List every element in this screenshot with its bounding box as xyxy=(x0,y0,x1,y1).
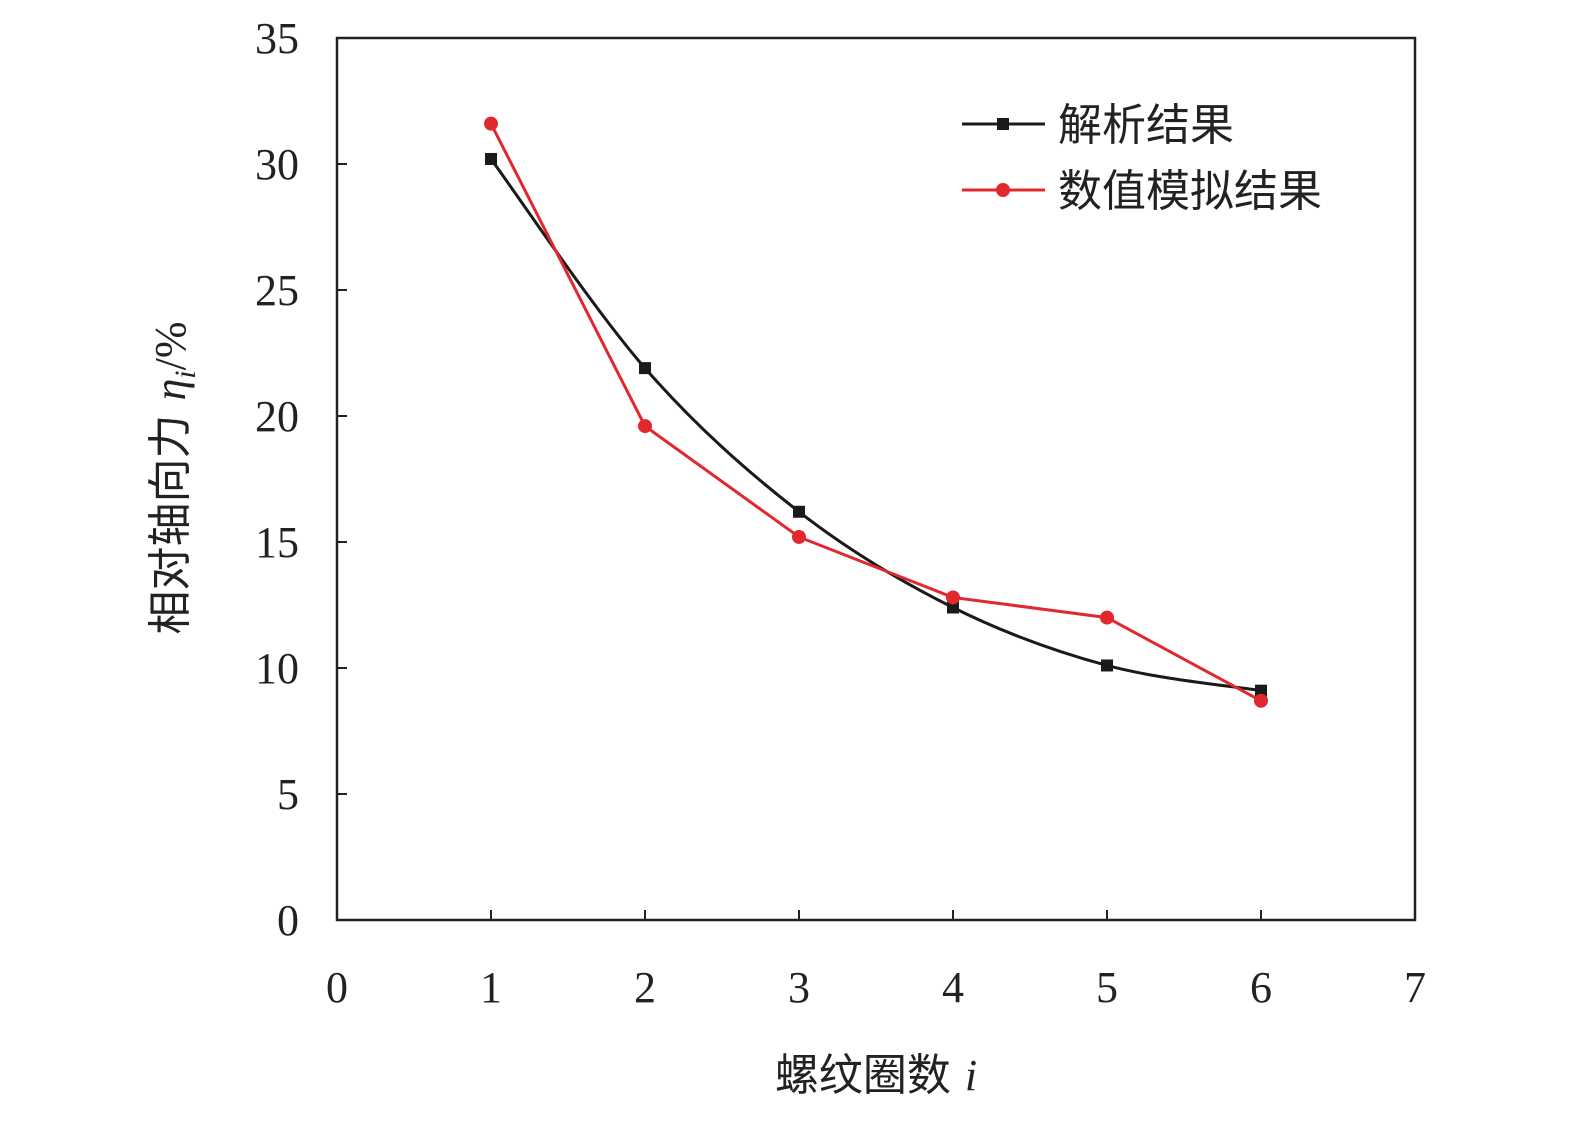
y-tick-label-0: 0 xyxy=(277,896,299,945)
y-axis-unit: /% xyxy=(146,321,195,370)
series-0-point-5 xyxy=(1255,684,1267,697)
legend-label-1: 数值模拟结果 xyxy=(1058,166,1322,217)
legend: 解析结果 数值模拟结果 xyxy=(962,100,1322,217)
x-tick-label-7: 7 xyxy=(1404,963,1426,1012)
series-0-point-4 xyxy=(1101,659,1113,672)
legend-item-0: 解析结果 xyxy=(962,100,1234,151)
y-tick-label-3: 15 xyxy=(255,518,299,567)
series-1-point-4 xyxy=(1100,610,1114,625)
y-axis-label: 相对轴向力 xyxy=(145,415,196,635)
x-axis-label: 螺纹圈数 xyxy=(775,1050,951,1101)
y-tick-label-6: 30 xyxy=(255,140,299,189)
y-axis-variable-subscript: i xyxy=(169,370,202,378)
x-tick-label-4: 4 xyxy=(942,963,964,1012)
plot-frame xyxy=(335,36,1417,922)
x-tick-label-0: 0 xyxy=(326,963,348,1012)
y-tick-label-4: 20 xyxy=(255,392,299,441)
series-1-point-3 xyxy=(946,590,960,605)
series-1-point-5 xyxy=(1254,693,1268,708)
series-0-point-2 xyxy=(793,505,805,518)
series-1-point-0 xyxy=(484,116,498,131)
y-tick-label-7: 35 xyxy=(255,14,299,63)
series-layer xyxy=(484,116,1268,708)
legend-label-0: 解析结果 xyxy=(1058,100,1234,151)
x-axis-ticks: 0 1 2 3 4 5 6 7 xyxy=(326,910,1426,1012)
x-axis-title: 螺纹圈数 i xyxy=(775,1050,977,1101)
x-tick-label-3: 3 xyxy=(788,963,810,1012)
y-tick-label-2: 10 xyxy=(255,644,299,693)
series-0-point-3 xyxy=(947,601,959,614)
legend-marker-circle xyxy=(996,183,1010,197)
x-tick-label-1: 1 xyxy=(480,963,502,1012)
y-tick-label-1: 5 xyxy=(277,770,299,819)
y-axis-variable: η xyxy=(146,379,195,401)
x-tick-label-5: 5 xyxy=(1096,963,1118,1012)
y-tick-label-5: 25 xyxy=(255,266,299,315)
series-line-0 xyxy=(489,158,1262,693)
legend-marker-square xyxy=(997,118,1009,130)
series-1-point-2 xyxy=(792,529,806,544)
series-1-point-1 xyxy=(638,419,652,434)
series-0-point-0 xyxy=(485,152,497,165)
series-line-1 xyxy=(489,122,1262,703)
y-axis-title: 相对轴向力 ηi/% xyxy=(145,321,202,634)
y-axis-ticks: 0 5 10 15 20 25 30 35 xyxy=(255,14,347,945)
legend-item-1: 数值模拟结果 xyxy=(962,166,1322,217)
x-axis-variable: i xyxy=(965,1051,977,1100)
x-tick-label-6: 6 xyxy=(1250,963,1272,1012)
series-0-point-1 xyxy=(639,362,651,375)
x-tick-label-2: 2 xyxy=(634,963,656,1012)
